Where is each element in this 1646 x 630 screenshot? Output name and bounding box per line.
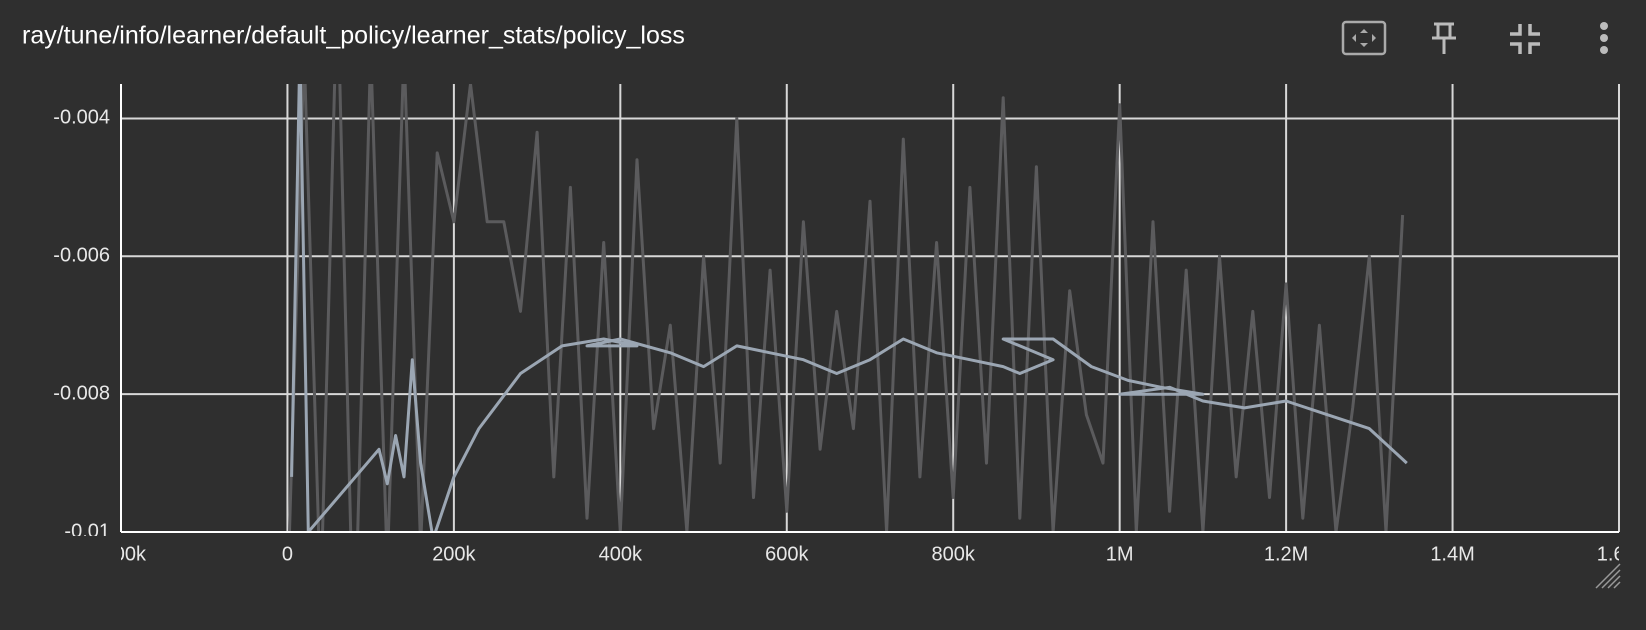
x-tick-label: 0 [282,543,293,565]
y-axis-labels: -0.01 -0.008 -0.006 -0.004 [53,107,110,542]
x-tick-label: 800k [932,543,976,565]
y-tick-label: -0.006 [53,245,110,267]
y-tick-label: -0.008 [53,382,110,404]
x-axis-labels: -200k 0 200k 400k 600k 800k 1M 1.2M 1.4M 1.6M [96,543,1641,565]
x-tick-label: 1.2M [1264,543,1308,565]
x-tick-label: -200k [96,543,147,565]
series-line [290,84,1408,532]
y-tick-label: -0.01 [64,520,110,542]
resize-handle[interactable] [1595,563,1621,589]
more-icon[interactable] [1600,22,1608,54]
x-tick-label: 1.4M [1430,543,1474,565]
y-tick-label: -0.004 [53,107,110,129]
collapse-icon[interactable] [1510,24,1540,54]
chart-title: ray/tune/info/learner/default_policy/lea… [22,22,685,50]
x-tick-label: 600k [765,543,809,565]
x-tick-label: 200k [432,543,476,565]
x-tick-label: 400k [599,543,643,565]
fit-icon[interactable] [1341,20,1387,56]
x-tick-label: 1M [1106,543,1134,565]
plot-area [287,84,1408,532]
pin-icon[interactable] [1432,22,1456,54]
x-tick-label: 1.6M [1597,543,1641,565]
